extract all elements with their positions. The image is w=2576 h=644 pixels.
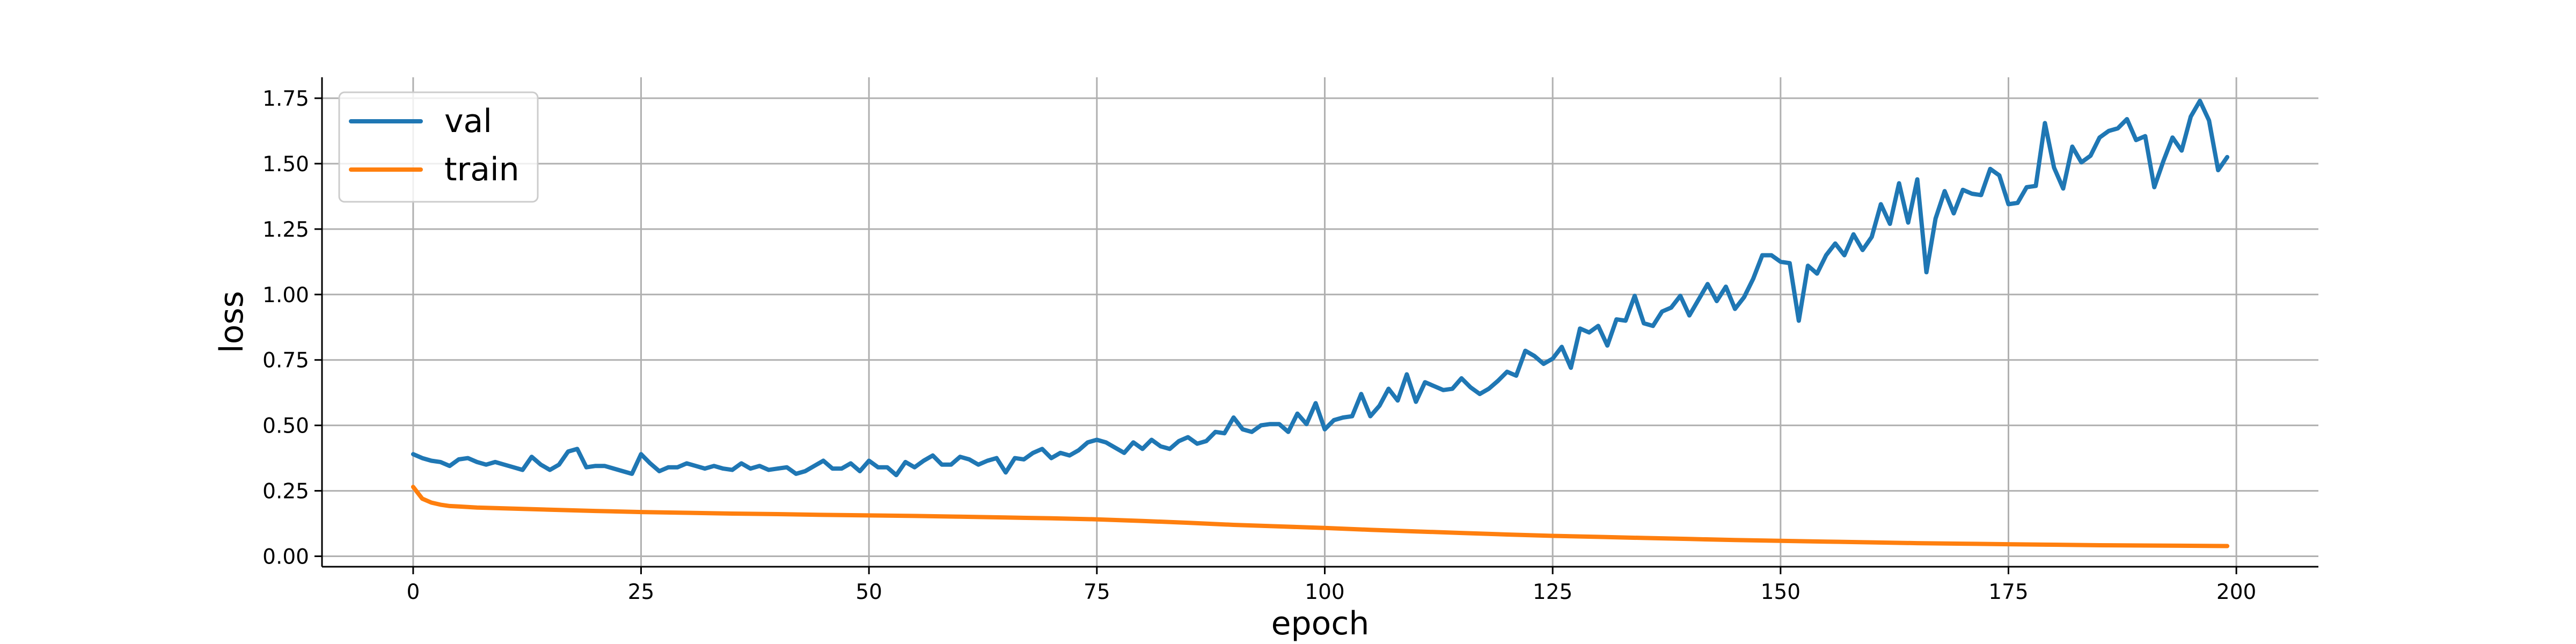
legend: val train	[338, 91, 539, 203]
x-tick-label: 150	[1761, 580, 1801, 604]
series-line-train	[411, 485, 2230, 548]
y-tick-label: 0.00	[262, 545, 309, 569]
y-tick-label: 1.50	[262, 152, 309, 177]
legend-label-val: val	[444, 103, 492, 140]
x-tick-label: 100	[1305, 580, 1344, 604]
series-layer	[411, 98, 2230, 548]
legend-label-train: train	[444, 151, 519, 188]
y-axis-label: loss	[213, 291, 251, 353]
x-tick-label: 75	[1084, 580, 1110, 604]
y-tick-label: 0.50	[262, 414, 309, 438]
y-tick-label: 0.25	[262, 480, 309, 504]
y-tick-label: 1.75	[262, 87, 309, 111]
x-tick-label: 175	[1988, 580, 2028, 604]
y-ticks: 0.00 0.25 0.50 0.75 1.00 1.25 1.50 1.75	[262, 87, 322, 569]
x-tick-label: 125	[1533, 580, 1572, 604]
axes	[321, 77, 2318, 568]
x-tick-label: 50	[855, 580, 882, 604]
y-tick-label: 1.00	[262, 283, 309, 308]
grid	[322, 77, 2318, 567]
x-tick-label: 0	[406, 580, 420, 604]
x-tick-label: 200	[2216, 580, 2256, 604]
series-line-val	[411, 98, 2230, 478]
x-axis-label: epoch	[1271, 605, 1370, 642]
x-ticks: 0 25 50 75 100 125 150 175 200	[406, 567, 2256, 604]
y-tick-label: 1.25	[262, 218, 309, 242]
x-tick-label: 25	[628, 580, 655, 604]
y-tick-label: 0.75	[262, 349, 309, 373]
